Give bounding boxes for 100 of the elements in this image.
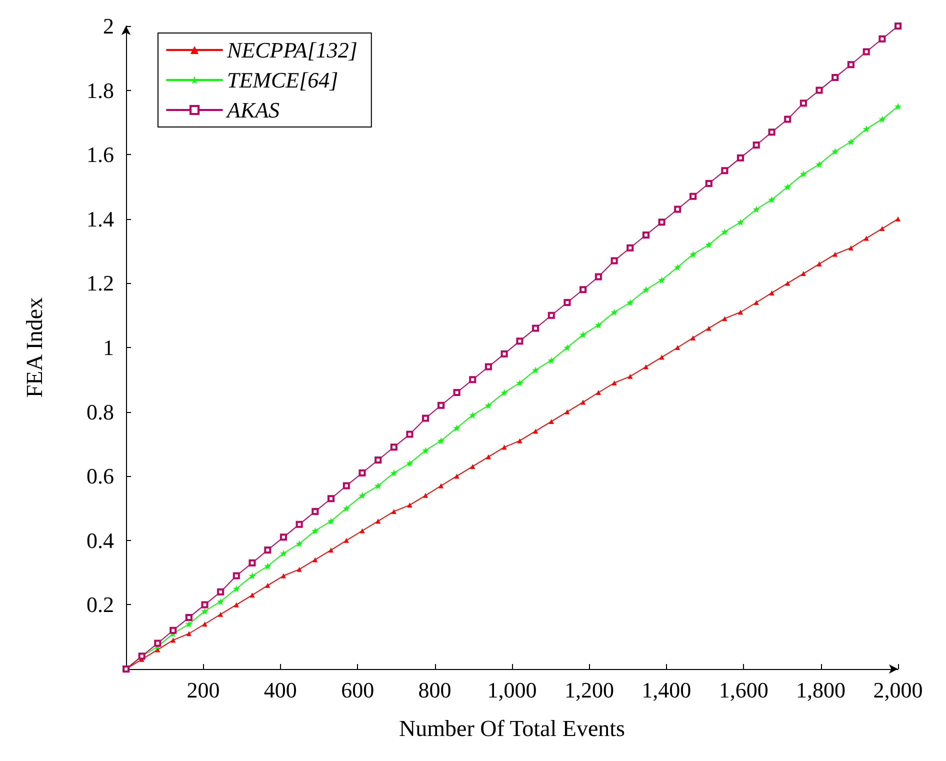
point bbox=[422, 446, 430, 454]
point bbox=[453, 389, 460, 396]
point bbox=[610, 257, 618, 264]
point bbox=[658, 276, 666, 284]
point bbox=[878, 35, 886, 42]
point bbox=[862, 125, 870, 132]
point bbox=[312, 527, 319, 534]
point bbox=[659, 354, 664, 360]
point bbox=[674, 206, 682, 213]
point bbox=[862, 48, 870, 56]
point bbox=[423, 492, 428, 498]
point bbox=[500, 389, 508, 396]
point bbox=[768, 196, 776, 204]
point bbox=[516, 338, 524, 345]
point bbox=[690, 335, 696, 340]
point bbox=[342, 482, 350, 490]
point bbox=[185, 620, 192, 628]
point bbox=[170, 638, 176, 643]
point bbox=[201, 608, 208, 615]
point bbox=[642, 231, 650, 238]
point bbox=[202, 621, 208, 626]
point bbox=[532, 366, 540, 374]
x-tick-label: 400 bbox=[264, 678, 297, 702]
point bbox=[816, 160, 823, 168]
point bbox=[690, 192, 697, 200]
x-tick-label: 1,000 bbox=[487, 678, 537, 702]
point bbox=[217, 598, 224, 605]
point bbox=[280, 550, 287, 557]
point bbox=[296, 540, 303, 548]
point bbox=[470, 464, 476, 469]
point bbox=[816, 86, 823, 94]
point bbox=[407, 502, 412, 508]
point bbox=[896, 216, 900, 222]
legend-label: TEMCE[64] bbox=[227, 68, 338, 92]
y-tick-label: 1.6 bbox=[86, 142, 114, 168]
point bbox=[234, 602, 239, 608]
point bbox=[705, 241, 712, 248]
point bbox=[580, 331, 587, 338]
point bbox=[250, 592, 255, 598]
point bbox=[248, 559, 256, 566]
point bbox=[296, 566, 302, 572]
point bbox=[201, 601, 208, 608]
point bbox=[752, 141, 760, 148]
point bbox=[453, 424, 460, 432]
point bbox=[264, 562, 272, 570]
point bbox=[358, 492, 366, 499]
point bbox=[878, 116, 886, 123]
point bbox=[390, 469, 398, 476]
x-tick-label: 1,200 bbox=[564, 678, 614, 702]
point bbox=[894, 22, 902, 30]
point bbox=[628, 374, 633, 379]
point bbox=[296, 520, 303, 528]
x-tick-label: 200 bbox=[186, 678, 220, 702]
point bbox=[500, 350, 508, 358]
point bbox=[327, 518, 334, 525]
point bbox=[548, 312, 555, 319]
point bbox=[564, 409, 570, 414]
point bbox=[580, 286, 587, 294]
point bbox=[469, 412, 476, 419]
point bbox=[769, 290, 774, 296]
point bbox=[437, 402, 444, 409]
point bbox=[248, 572, 256, 580]
y-tick-label: 2 bbox=[103, 14, 114, 38]
point bbox=[376, 518, 381, 524]
point bbox=[185, 614, 192, 622]
point bbox=[374, 456, 382, 464]
y-tick-label: 1 bbox=[103, 335, 114, 360]
point bbox=[737, 218, 744, 226]
y-tick-label: 0.6 bbox=[86, 464, 114, 489]
y-tick-label: 0.4 bbox=[86, 528, 114, 553]
x-tick-label: 2,000 bbox=[873, 678, 923, 702]
point bbox=[438, 483, 444, 488]
y-tick-label: 1.8 bbox=[86, 78, 114, 103]
x-axis-title: Number Of Total Events bbox=[398, 716, 626, 741]
point bbox=[847, 61, 854, 68]
legend-label: AKAS bbox=[225, 98, 280, 122]
point bbox=[564, 298, 571, 306]
point bbox=[280, 573, 286, 578]
point bbox=[154, 640, 162, 647]
point bbox=[675, 345, 680, 350]
point bbox=[564, 344, 571, 351]
y-tick-label: 1.2 bbox=[86, 270, 114, 296]
y-tick-label: 0.2 bbox=[86, 592, 114, 618]
point bbox=[342, 504, 350, 512]
point bbox=[533, 428, 538, 434]
point bbox=[358, 469, 366, 476]
point bbox=[265, 582, 270, 588]
x-tick-label: 600 bbox=[341, 678, 374, 702]
point bbox=[437, 437, 444, 444]
y-tick-label: 0.8 bbox=[86, 399, 114, 424]
x-tick-label: 1,600 bbox=[718, 678, 768, 702]
point bbox=[170, 626, 177, 634]
point bbox=[690, 250, 697, 258]
point bbox=[548, 418, 554, 424]
point bbox=[832, 252, 838, 257]
point bbox=[486, 454, 491, 460]
x-tick-label: 1,400 bbox=[642, 678, 692, 702]
point bbox=[454, 474, 460, 479]
point bbox=[312, 557, 318, 562]
point bbox=[880, 226, 885, 232]
